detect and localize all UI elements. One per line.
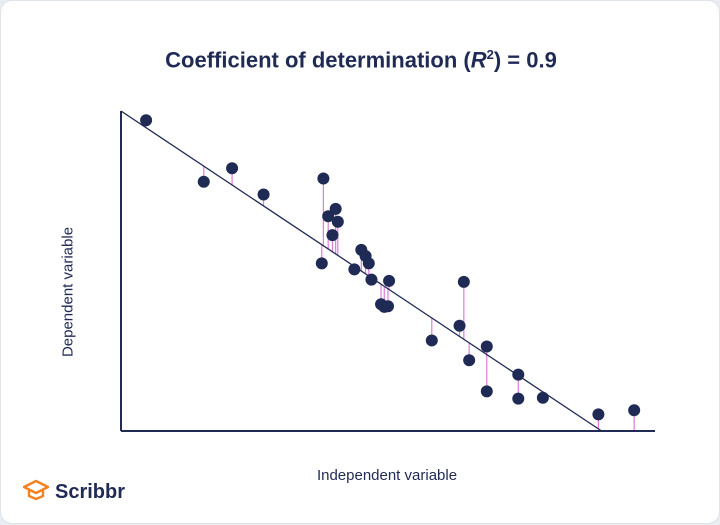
data-point [348,263,361,276]
data-point [362,257,375,270]
title-prefix: Coefficient of determination ( [165,47,471,73]
data-point [226,162,239,175]
title-superscript: 2 [486,47,494,62]
data-point [382,300,394,313]
data-point [326,229,339,242]
chart-title: Coefficient of determination (R2) = 0.9 [1,47,720,73]
x-axis-label: Independent variable [316,467,458,484]
data-point [197,175,210,188]
data-point [322,210,335,223]
data-point [592,408,605,421]
data-point [329,202,342,215]
data-points [140,114,641,421]
data-point [512,392,525,405]
brand-name: Scribbr [55,480,126,503]
data-point [457,275,470,288]
graduation-cap-icon [22,479,50,506]
data-point [331,215,344,228]
data-point [383,274,396,287]
regression-line [120,110,602,432]
data-point [257,188,270,201]
y-axis-label: Dependent variable [59,226,77,358]
data-point [463,354,476,367]
data-point [140,114,153,127]
data-point [317,172,330,185]
data-point [536,391,549,404]
data-point [512,368,525,381]
data-point [480,340,493,353]
data-point [425,334,438,347]
data-point [628,404,641,417]
title-symbol: R [470,47,487,73]
data-point [453,319,466,332]
data-point [365,273,378,286]
scribbr-brand: Scribbr [22,479,126,506]
data-point [480,385,493,398]
title-suffix: ) = 0.9 [493,47,557,73]
data-point [315,257,328,270]
